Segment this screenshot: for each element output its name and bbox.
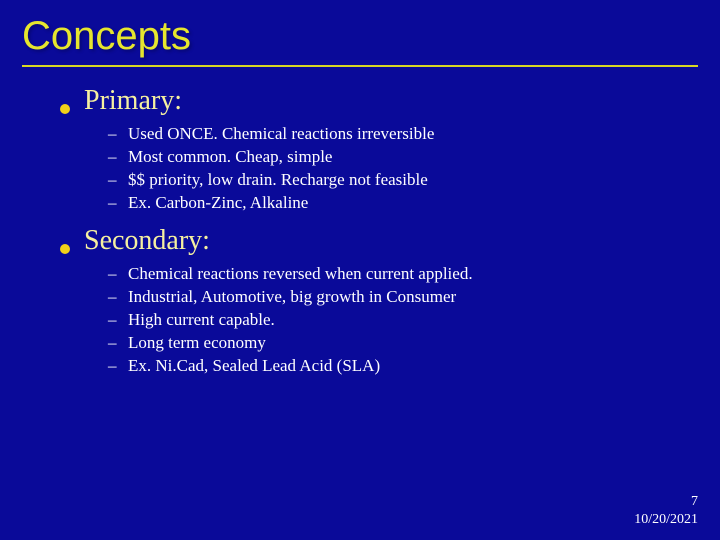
bullet-icon xyxy=(60,104,70,114)
slide-title: Concepts xyxy=(0,0,720,59)
list-item: – Used ONCE. Chemical reactions irrevers… xyxy=(108,123,680,146)
item-text: Long term economy xyxy=(128,332,266,355)
section-label: Primary: xyxy=(84,85,182,117)
section-heading: Secondary: xyxy=(60,225,680,257)
section-label: Secondary: xyxy=(84,225,210,257)
dash-icon: – xyxy=(108,192,128,215)
dash-icon: – xyxy=(108,332,128,355)
slide-footer: 7 10/20/2021 xyxy=(634,493,698,528)
sub-list: – Chemical reactions reversed when curre… xyxy=(108,263,680,378)
item-text: Most common. Cheap, simple xyxy=(128,146,332,169)
page-number: 7 xyxy=(634,493,698,511)
dash-icon: – xyxy=(108,309,128,332)
list-item: – Ex. Ni.Cad, Sealed Lead Acid (SLA) xyxy=(108,355,680,378)
slide: Concepts Primary: – Used ONCE. Chemical … xyxy=(0,0,720,540)
item-text: Chemical reactions reversed when current… xyxy=(128,263,473,286)
list-item: – Chemical reactions reversed when curre… xyxy=(108,263,680,286)
list-item: – Industrial, Automotive, big growth in … xyxy=(108,286,680,309)
sub-list: – Used ONCE. Chemical reactions irrevers… xyxy=(108,123,680,215)
bullet-icon xyxy=(60,244,70,254)
list-item: – Most common. Cheap, simple xyxy=(108,146,680,169)
footer-date: 10/20/2021 xyxy=(634,511,698,529)
list-item: – $$ priority, low drain. Recharge not f… xyxy=(108,169,680,192)
dash-icon: – xyxy=(108,169,128,192)
list-item: – Ex. Carbon-Zinc, Alkaline xyxy=(108,192,680,215)
item-text: High current capable. xyxy=(128,309,275,332)
item-text: $$ priority, low drain. Recharge not fea… xyxy=(128,169,428,192)
dash-icon: – xyxy=(108,123,128,146)
item-text: Ex. Ni.Cad, Sealed Lead Acid (SLA) xyxy=(128,355,380,378)
dash-icon: – xyxy=(108,263,128,286)
list-item: – Long term economy xyxy=(108,332,680,355)
list-item: – High current capable. xyxy=(108,309,680,332)
item-text: Ex. Carbon-Zinc, Alkaline xyxy=(128,192,308,215)
dash-icon: – xyxy=(108,355,128,378)
item-text: Used ONCE. Chemical reactions irreversib… xyxy=(128,123,434,146)
slide-content: Primary: – Used ONCE. Chemical reactions… xyxy=(0,67,720,377)
section-heading: Primary: xyxy=(60,85,680,117)
item-text: Industrial, Automotive, big growth in Co… xyxy=(128,286,456,309)
dash-icon: – xyxy=(108,286,128,309)
dash-icon: – xyxy=(108,146,128,169)
